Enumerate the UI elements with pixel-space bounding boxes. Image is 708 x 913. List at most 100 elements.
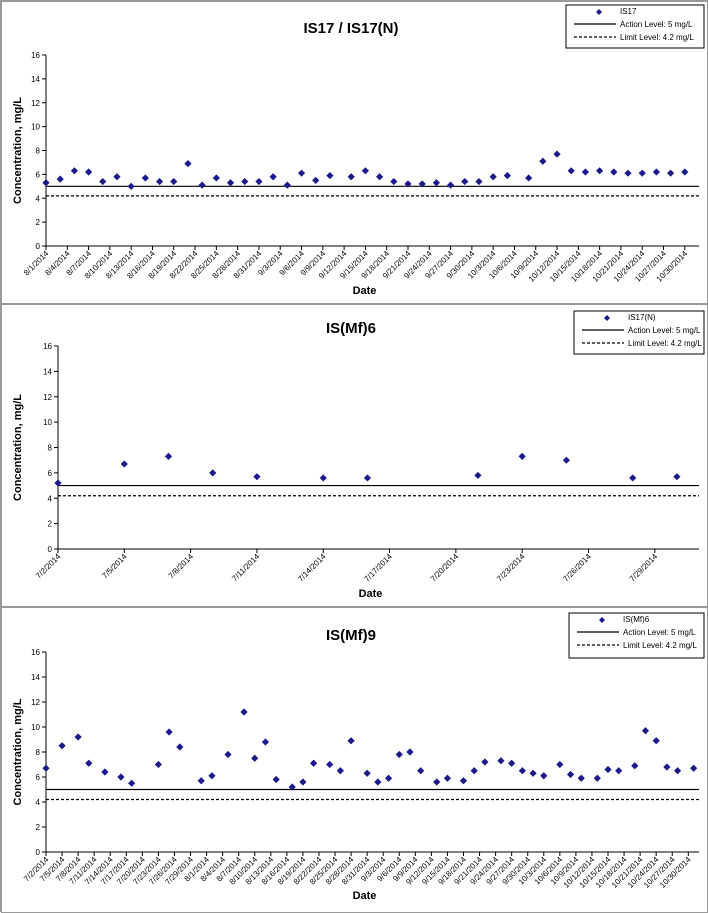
- y-axis-label: Concentration, mg/L: [12, 394, 24, 501]
- data-point: [432, 179, 440, 187]
- data-point: [176, 743, 184, 751]
- chart-legend: IS17(N) Action Level: 5 mg/L Limit Level: …: [573, 310, 705, 355]
- data-point: [681, 168, 689, 176]
- y-axis-label: Concentration, mg/L: [12, 97, 24, 204]
- data-point: [197, 777, 205, 785]
- data-point: [374, 778, 382, 786]
- data-point: [663, 763, 671, 771]
- data-point: [155, 177, 164, 186]
- y-tick-label: 14: [43, 367, 52, 376]
- legend-box: [568, 612, 705, 659]
- data-point: [336, 767, 344, 775]
- legend-box: [565, 4, 705, 49]
- chart-panel-border: [1, 1, 708, 304]
- data-point: [363, 769, 371, 777]
- data-point: [475, 177, 483, 186]
- data-point: [641, 727, 650, 735]
- data-point: [529, 769, 537, 777]
- data-point: [85, 759, 93, 767]
- data-point: [503, 171, 511, 180]
- data-point: [553, 150, 561, 158]
- data-point: [459, 777, 468, 785]
- x-axis-label: Date: [353, 285, 377, 297]
- data-point: [629, 474, 637, 482]
- y-tick-label: 16: [43, 342, 52, 351]
- data-point: [141, 174, 149, 182]
- data-point: [361, 167, 370, 175]
- y-tick-label: 14: [31, 75, 40, 84]
- chart-is-mf9: IS(Mf)902468101214167/2/20147/5/20147/8/…: [1, 607, 708, 913]
- data-point: [497, 757, 505, 765]
- data-point: [101, 768, 109, 776]
- y-tick-label: 4: [36, 194, 41, 203]
- data-point: [433, 778, 441, 786]
- data-point: [42, 764, 50, 772]
- y-tick-label: 2: [48, 520, 53, 529]
- data-point: [283, 181, 291, 189]
- legend-marker: [599, 617, 605, 623]
- data-point: [489, 173, 497, 181]
- data-point: [581, 168, 590, 176]
- data-point: [470, 767, 478, 775]
- legend-marker: [596, 9, 602, 15]
- data-point: [690, 764, 698, 772]
- y-tick-label: 16: [31, 51, 40, 60]
- y-tick-label: 10: [31, 723, 40, 732]
- data-point: [667, 169, 675, 177]
- y-tick-label: 10: [31, 123, 40, 132]
- chart-is17: IS17 / IS17(N)02468101214168/1/20148/4/2…: [1, 1, 708, 304]
- data-point: [406, 748, 414, 756]
- data-point: [390, 177, 398, 186]
- data-point: [673, 767, 682, 775]
- legend-entry: Action Level: 5 mg/L: [623, 628, 696, 637]
- data-point: [198, 181, 206, 189]
- y-tick-label: 12: [31, 99, 40, 108]
- data-point: [593, 774, 601, 782]
- y-axis-label: Concentration, mg/L: [12, 698, 24, 805]
- data-point: [418, 180, 426, 188]
- legend-entry: IS17(N): [628, 313, 656, 322]
- y-tick-label: 10: [43, 418, 52, 427]
- data-point: [299, 778, 307, 786]
- data-point: [375, 173, 384, 181]
- data-point: [319, 474, 327, 482]
- y-tick-label: 4: [48, 494, 53, 503]
- legend-marker: [604, 315, 610, 321]
- data-point: [652, 737, 660, 745]
- data-point: [84, 168, 93, 176]
- legend-entry: IS17: [620, 7, 637, 16]
- data-point: [312, 176, 320, 184]
- y-tick-label: 14: [31, 673, 40, 682]
- data-point: [326, 760, 334, 769]
- legend-entry: IS(Mf)6: [623, 615, 650, 624]
- data-point: [404, 180, 412, 188]
- data-point: [326, 171, 334, 180]
- data-point: [525, 174, 533, 182]
- y-tick-label: 8: [36, 147, 41, 156]
- y-tick-label: 2: [36, 823, 41, 832]
- data-point: [297, 169, 306, 177]
- x-axis-label: Date: [359, 588, 383, 600]
- data-point: [241, 177, 249, 186]
- data-point: [99, 177, 107, 186]
- y-tick-label: 4: [36, 798, 41, 807]
- data-point: [113, 173, 121, 181]
- data-point: [567, 167, 575, 175]
- data-point: [443, 774, 452, 782]
- data-point: [269, 173, 277, 181]
- y-tick-label: 2: [36, 218, 41, 227]
- data-point: [577, 774, 585, 782]
- y-tick-label: 0: [36, 848, 41, 857]
- legend-entry: Limit Level: 4.2 mg/L: [628, 339, 702, 348]
- data-point: [539, 157, 547, 165]
- data-point: [540, 772, 548, 780]
- chart-panel-border: [1, 304, 708, 607]
- data-point: [165, 728, 173, 736]
- data-point: [208, 772, 216, 780]
- data-point: [615, 767, 623, 775]
- data-point: [624, 169, 632, 177]
- data-point: [347, 737, 355, 745]
- data-point: [347, 173, 355, 181]
- y-tick-label: 12: [43, 393, 52, 402]
